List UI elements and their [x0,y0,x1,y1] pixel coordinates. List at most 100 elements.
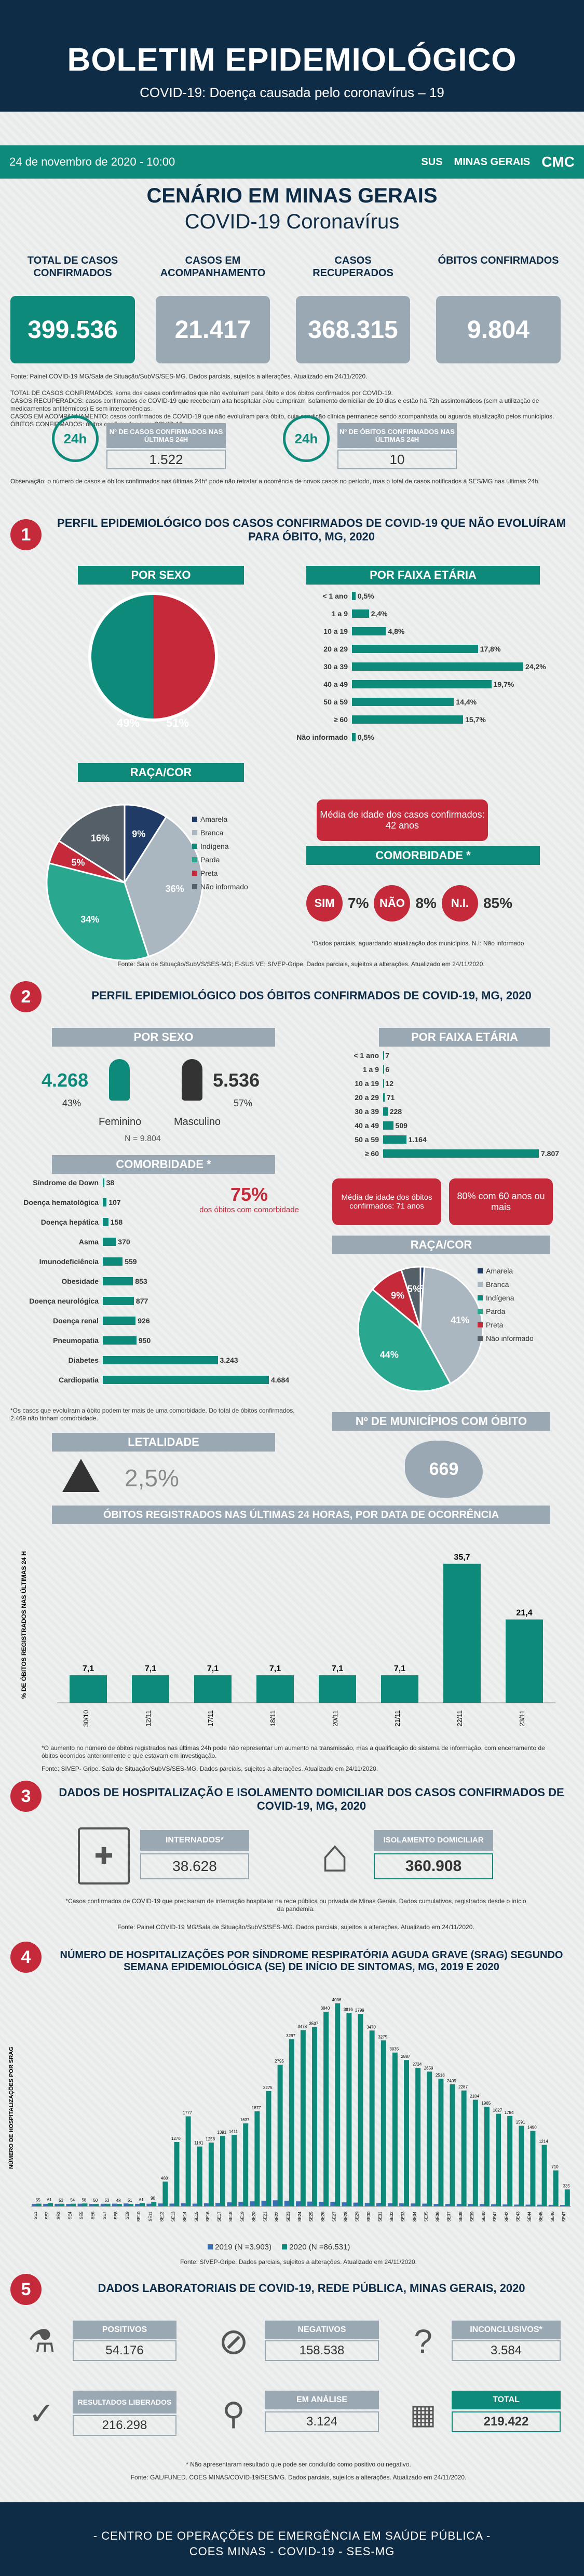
sex-f-pct: 49% [117,716,140,729]
bar-2019 [433,2204,439,2206]
x-tick-label: SE14 [183,2211,187,2221]
bar-2019 [135,2204,140,2206]
bar-value-label: 107 [108,1198,121,1206]
legend-swatch [478,1309,483,1314]
comorb-sim: SIM [306,885,343,921]
bar-value-label: 54 [70,2198,75,2203]
bar-value-label: 1391 [217,2130,226,2135]
s2-race-title: RAÇA/COR [332,1236,550,1254]
calculator-icon: ▦ [410,2398,437,2430]
x-tick-label: SE3 [56,2211,61,2219]
bar-2020 [36,2203,42,2206]
bar-category-label: Obesidade [61,1277,99,1285]
pie-slice-label: 41% [451,1315,469,1325]
bar-category-label: ≥ 60 [364,1149,379,1158]
bar-2019 [319,2202,324,2206]
bar-category-label: 1 a 9 [362,1065,379,1074]
bar-value-label: 2518 [436,2073,445,2078]
bar-value-label: 14,4% [456,698,477,706]
s2-comorb-note: *Os casos que evoluíram a óbito podem te… [10,1407,295,1422]
lab-released-value: 216.298 [73,2415,176,2436]
house-icon: ⌂ [320,1829,349,1882]
s1-comorb-note: *Dados parciais, aguardando atualização … [311,940,524,947]
bar-category-label: Pneumopatia [53,1336,99,1345]
bar-value-label: 158 [110,1218,123,1226]
bar-value-label: 1214 [539,2139,548,2144]
lab-negative-value: 158.538 [265,2340,379,2361]
bar-2020 [541,2145,547,2206]
x-tick-label: SE16 [206,2211,210,2221]
bar [103,1297,134,1305]
lab-total-value: 219.422 [452,2411,561,2432]
bar-2019 [215,2203,221,2206]
bar-2020 [208,2143,214,2206]
s2-source: Fonte: SIVEP- Gripe. Sala de Situação/Su… [42,1765,378,1772]
bar-value-label: 7,1 [269,1664,281,1673]
legend-swatch [192,884,197,889]
bar [443,1564,481,1703]
s2-deaths24-note: *O aumento no número de óbitos registrad… [42,1744,545,1759]
x-tick-label: SE21 [263,2211,268,2221]
s3-iso-label: ISOLAMENTO DOMICILIAR [374,1830,493,1851]
bar [103,1257,123,1266]
s1-age-title: POR FAIXA ETÁRIA [306,566,540,585]
legend-swatch [192,844,197,849]
bar-value-label: 2,4% [371,609,388,618]
x-tick-label: 17/11 [207,1710,214,1727]
clock-24h-icon: 24h [52,415,99,462]
bar-2020 [128,2204,133,2206]
legend-label: Não informado [486,1334,534,1343]
bar-2019 [100,2203,106,2206]
bar-2019 [227,2202,232,2206]
bar-value-label: 2659 [424,2066,433,2070]
legend-item: Não informado [478,1334,566,1343]
bar [383,1107,388,1116]
cases24-value: 1.522 [106,450,226,469]
bar-value-label: 853 [135,1277,147,1285]
s4-legend: 2019 (N =3.903) 2020 (N =86.531) [208,2243,350,2252]
bar-value-label: 4006 [332,1998,342,2002]
bar-2019 [364,2203,370,2206]
bar [352,627,386,635]
bar-2019 [89,2204,94,2206]
lab-positive-label: POSITIVOS [73,2321,176,2339]
scenario-subtitle: COVID-19 Coronavírus [184,210,400,233]
bar-2019 [66,2204,71,2206]
bar-category-label: 50 a 59 [323,698,348,706]
x-tick-label: SE46 [550,2211,555,2221]
bar-value-label: 335 [563,2184,570,2188]
x-tick-label: SE36 [436,2211,440,2221]
section1-title: PERFIL EPIDEMIOLÓGICO DOS CASOS CONFIRMA… [57,517,566,543]
bar [103,1238,116,1246]
bar-category-label: Síndrome de Down [33,1178,99,1187]
bar-2020 [289,2039,294,2206]
sex-m-pct: 51% [166,716,189,729]
pie-slice-label: 5% [72,857,85,867]
x-tick-label: SE9 [125,2211,130,2219]
x-tick-label: SE22 [275,2211,279,2221]
bar-2020 [105,2203,111,2206]
section-number: 3 [10,1781,42,1812]
bar-2020 [151,2202,157,2206]
bar-2019 [146,2203,152,2206]
bar-2020 [392,2052,398,2206]
section3-title: DADOS DE HOSPITALIZAÇÃO E ISOLAMENTO DOM… [59,1786,564,1812]
bar-2020 [174,2142,180,2206]
legend-item: Não informado [192,883,275,891]
bar-2020 [82,2203,88,2206]
bar-2020 [461,2090,467,2206]
bar-2020 [162,2181,168,2206]
bar [103,1336,137,1345]
comorb-ni: N.I. [441,885,478,921]
pie-slice [357,1288,452,1392]
x-tick-label: SE33 [401,2211,405,2221]
bar-value-label: 2795 [275,2059,284,2064]
bar-value-label: 4,8% [388,627,405,635]
bar-category-label: Imunodeficiência [39,1257,99,1266]
legend-item: Amarela [192,815,275,823]
bar-value-label: 19,7% [493,680,514,688]
bar-2019 [376,2203,382,2206]
bar [103,1356,218,1364]
bar-2020 [243,2123,249,2206]
test-tubes-icon: ⚲ [222,2396,245,2431]
